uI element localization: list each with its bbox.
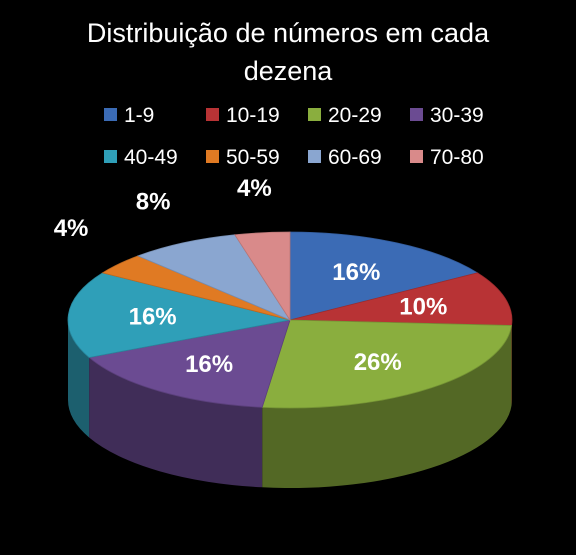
legend-label: 30-39 [430,104,484,127]
pie-plot [67,231,513,488]
data-label-70-80: 4% [237,175,272,202]
pie-side-20-29 [262,325,512,488]
data-label-1-9: 16% [332,259,380,286]
legend-label: 60-69 [328,146,382,169]
legend-item-50-59: 50-59 [206,146,280,169]
legend-item-20-29: 20-29 [308,104,382,127]
chart-legend: 1-9 10-19 20-29 30-39 40-49 50-59 60-69 70-80 [104,104,484,169]
legend-swatch [308,108,321,121]
legend-item-1-9: 1-9 [104,104,154,127]
data-label-20-29: 26% [354,349,402,376]
legend-swatch [410,108,423,121]
data-label-60-69: 8% [136,188,171,215]
legend-swatch [206,150,219,163]
chart-title: Distribuição de números em cada dezena [87,18,490,86]
legend-swatch [308,150,321,163]
pie-sides [68,320,512,488]
legend-item-30-39: 30-39 [410,104,484,127]
legend-label: 40-49 [124,146,178,169]
legend-label: 10-19 [226,104,280,127]
legend-item-40-49: 40-49 [104,146,178,169]
pie-side-30-39 [89,357,263,488]
legend-item-70-80: 70-80 [410,146,484,169]
pie-side-40-49 [68,320,90,438]
legend-swatch [206,108,219,121]
legend-swatch [104,150,117,163]
legend-item-60-69: 60-69 [308,146,382,169]
legend-item-10-19: 10-19 [206,104,280,127]
data-label-10-19: 10% [399,293,447,320]
pie-slice-40-49 [67,272,291,358]
pie-slice-60-69 [136,234,292,321]
data-labels: 16% 10% 26% 16% 16% 4% 8% 4% [54,175,448,378]
legend-label: 50-59 [226,146,280,169]
pie-top [67,231,513,409]
legend-label: 70-80 [430,146,484,169]
data-label-50-59: 4% [54,215,89,242]
legend-swatch [410,150,423,163]
legend-swatch [104,108,117,121]
pie-slice-70-80 [234,231,291,322]
chart-title-line-2: dezena [244,56,334,86]
chart-title-line-1: Distribuição de números em cada [87,18,490,48]
pie-slice-1-9 [289,231,479,321]
data-label-30-39: 16% [185,351,233,378]
legend-label: 20-29 [328,104,382,127]
pie-slice-10-19 [289,272,513,326]
pie-slice-30-39 [88,319,291,408]
legend-label: 1-9 [124,104,154,127]
pie-slice-20-29 [261,319,513,409]
data-label-40-49: 16% [129,304,177,331]
